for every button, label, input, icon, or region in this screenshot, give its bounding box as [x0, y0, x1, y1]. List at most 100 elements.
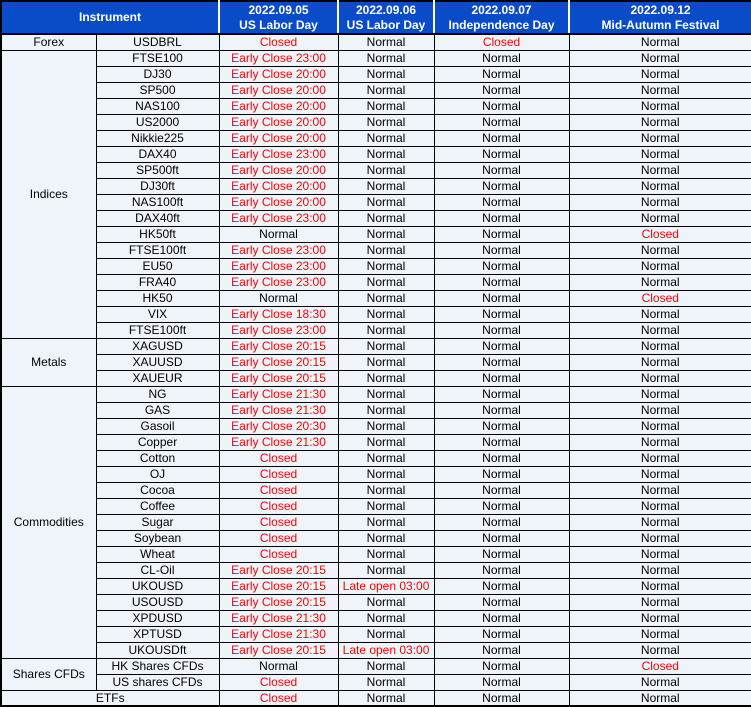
status-cell: Normal: [568, 145, 751, 163]
status-cell: Normal: [568, 689, 751, 707]
status-cell: Normal: [568, 321, 751, 339]
table-row: USOUSD Early Close 20:15 Normal Normal Norma…: [1, 593, 751, 611]
status-cell: Normal: [433, 305, 570, 323]
status-cell: Early Close 20:15: [218, 337, 339, 355]
status-cell: Normal: [568, 641, 751, 659]
status-cell: Normal: [433, 657, 570, 675]
instrument-cell: Soybean: [95, 529, 220, 547]
status-cell: Normal: [433, 65, 570, 83]
category-cell: Shares CFDs: [0, 657, 97, 691]
instrument-cell: FTSE100ft: [95, 241, 220, 259]
status-cell: Normal: [568, 401, 751, 419]
status-cell: Closed: [218, 33, 339, 51]
instrument-cell: SP500: [95, 81, 220, 99]
header-holiday: US Labor Day: [346, 17, 426, 32]
category-cell: Metals: [0, 337, 97, 387]
status-cell: Normal: [337, 657, 435, 675]
instrument-cell: XAGUSD: [95, 337, 220, 355]
status-cell: Normal: [568, 81, 751, 99]
status-cell: Normal: [433, 177, 570, 195]
status-cell: Normal: [568, 209, 751, 227]
status-cell: Normal: [433, 609, 570, 627]
table-row: HK50ft Normal Normal Normal Closed: [1, 225, 751, 243]
status-cell: Normal: [568, 577, 751, 595]
status-cell: Early Close 20:15: [218, 369, 339, 387]
status-cell: Normal: [337, 257, 435, 275]
table-row: NAS100 Early Close 20:00 Normal Normal Norma…: [1, 97, 751, 115]
status-cell: Normal: [433, 113, 570, 131]
status-cell: Closed: [218, 465, 339, 483]
instrument-cell: XPDUSD: [95, 609, 220, 627]
status-cell: Normal: [337, 433, 435, 451]
instrument-cell: FTSE100ft: [95, 321, 220, 339]
status-cell: Early Close 21:30: [218, 433, 339, 451]
date-column-header-4: 2022.09.12 Mid-Autumn Festival: [568, 1, 751, 35]
status-cell: Normal: [433, 529, 570, 547]
status-cell: Normal: [218, 289, 339, 307]
status-cell: Normal: [433, 353, 570, 371]
status-cell: Normal: [568, 433, 751, 451]
status-cell: Normal: [337, 481, 435, 499]
instrument-cell: XPTUSD: [95, 625, 220, 643]
instrument-cell: HK50ft: [95, 225, 220, 243]
table-row: Gasoil Early Close 20:30 Normal Normal Norma…: [1, 417, 751, 435]
instrument-cell: Cotton: [95, 449, 220, 467]
instrument-cell: HK Shares CFDs: [95, 657, 220, 675]
status-cell: Normal: [568, 385, 751, 403]
status-cell: Normal: [433, 593, 570, 611]
status-cell: Normal: [568, 305, 751, 323]
status-cell: Normal: [337, 593, 435, 611]
status-cell: Normal: [568, 529, 751, 547]
status-cell: Early Close 20:15: [218, 353, 339, 371]
instrument-cell: Coffee: [95, 497, 220, 515]
status-cell: Early Close 20:00: [218, 113, 339, 131]
instrument-cell: UKOUSDft: [95, 641, 220, 659]
status-cell: Normal: [568, 113, 751, 131]
table-header: Instrument 2022.09.05 US Labor Day 2022.…: [1, 1, 751, 35]
table-row: DJ30 Early Close 20:00 Normal Normal Normal: [1, 65, 751, 83]
status-cell: Normal: [337, 465, 435, 483]
status-cell: Late open 03:00: [337, 641, 435, 659]
instrument-cell: FRA40: [95, 273, 220, 291]
instrument-cell: Copper: [95, 433, 220, 451]
status-cell: Normal: [337, 561, 435, 579]
status-cell: Normal: [337, 369, 435, 387]
table-row: US2000 Early Close 20:00 Normal Normal Norma…: [1, 113, 751, 131]
status-cell: Normal: [337, 513, 435, 531]
status-cell: Normal: [568, 625, 751, 643]
status-cell: Early Close 20:00: [218, 97, 339, 115]
status-cell: Normal: [568, 593, 751, 611]
status-cell: Closed: [218, 689, 339, 707]
status-cell: Normal: [337, 129, 435, 147]
status-cell: Normal: [568, 273, 751, 291]
status-cell: Early Close 20:15: [218, 641, 339, 659]
status-cell: Normal: [568, 561, 751, 579]
instrument-cell: GAS: [95, 401, 220, 419]
status-cell: Normal: [568, 49, 751, 67]
status-cell: Normal: [433, 545, 570, 563]
instrument-cell: US2000: [95, 113, 220, 131]
status-cell: Normal: [433, 321, 570, 339]
table-row: XPDUSD Early Close 21:30 Normal Normal Norma…: [1, 609, 751, 627]
instrument-cell: FTSE100: [95, 49, 220, 67]
table-row: XAUEUR Early Close 20:15 Normal Normal Norma…: [1, 369, 751, 387]
status-cell: Normal: [433, 129, 570, 147]
status-cell: Normal: [433, 289, 570, 307]
status-cell: Normal: [433, 49, 570, 67]
instrument-cell: USDBRL: [95, 33, 220, 51]
status-cell: Normal: [433, 161, 570, 179]
status-cell: Normal: [433, 673, 570, 691]
status-cell: Early Close 20:15: [218, 561, 339, 579]
status-cell: Early Close 20:00: [218, 177, 339, 195]
status-cell: Normal: [218, 225, 339, 243]
status-cell: Normal: [433, 145, 570, 163]
table-row: ETFs Closed Normal Normal Normal: [0, 689, 751, 707]
status-cell: Normal: [433, 401, 570, 419]
status-cell: Normal: [433, 417, 570, 435]
table-row: FTSE100ft Early Close 23:00 Normal Normal No…: [1, 321, 751, 339]
status-cell: Normal: [337, 449, 435, 467]
status-cell: Normal: [568, 417, 751, 435]
status-cell: Normal: [337, 689, 435, 707]
instrument-cell: NAS100ft: [95, 193, 220, 211]
status-cell: Normal: [568, 337, 751, 355]
